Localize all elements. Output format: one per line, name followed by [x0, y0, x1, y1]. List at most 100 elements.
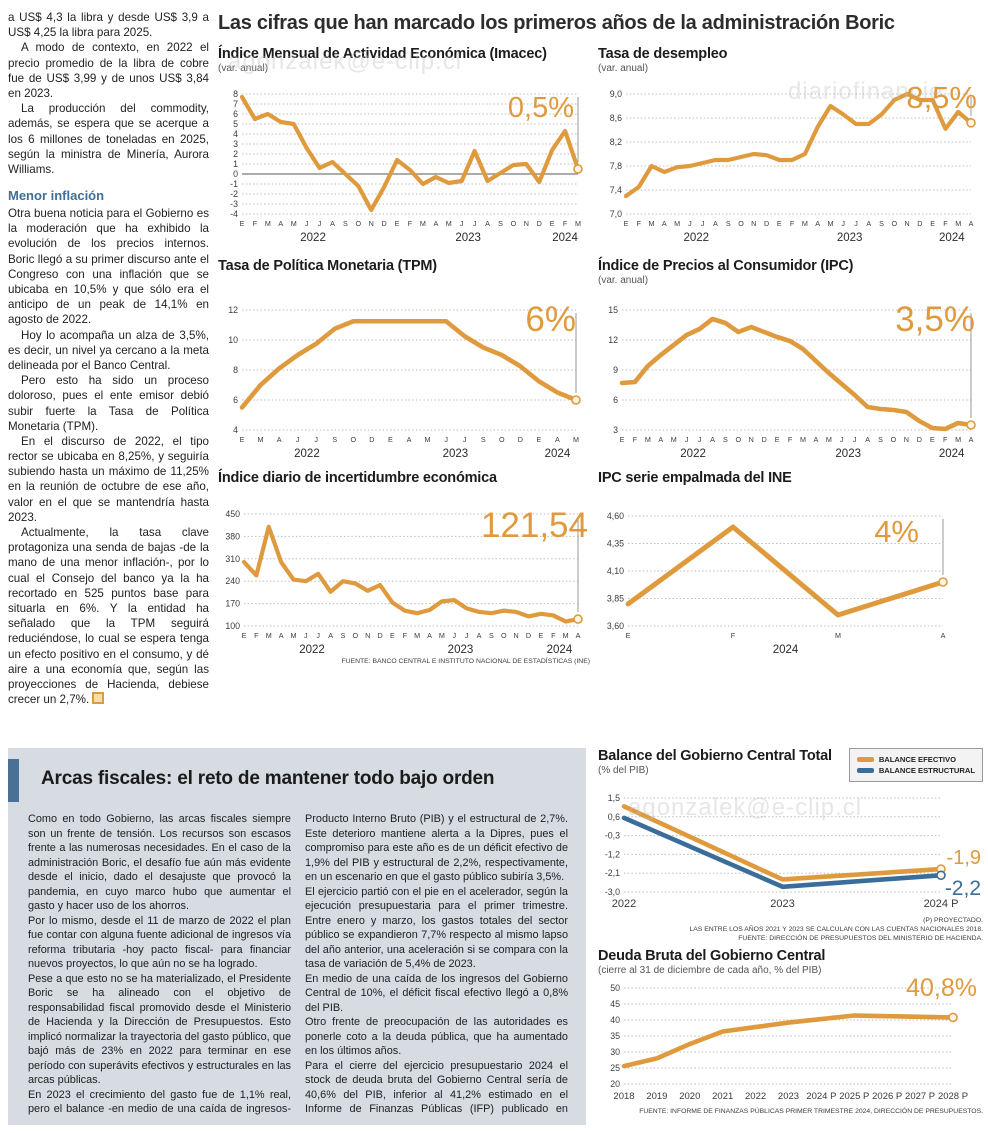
svg-text:9: 9: [613, 365, 618, 375]
svg-text:6: 6: [233, 109, 238, 119]
svg-text:2024: 2024: [552, 232, 578, 244]
chart-title: IPC serie empalmada del INE: [598, 470, 792, 486]
svg-text:D: D: [762, 435, 767, 444]
ipc-chart-cell: Índice de Precios al Consumidor (IPC) (v…: [598, 258, 983, 462]
svg-text:F: F: [788, 435, 793, 444]
svg-text:3,85: 3,85: [607, 594, 624, 604]
tpm-line-chart: 12 10 8 6 4 E M A J J S O D E A M J J S O D E A M 2022 2023 2024: [218, 302, 590, 460]
svg-text:A: A: [941, 631, 946, 640]
svg-text:J: J: [840, 435, 844, 444]
svg-text:2023: 2023: [837, 232, 863, 244]
svg-text:M: M: [425, 435, 431, 444]
svg-text:40: 40: [610, 1015, 620, 1025]
svg-text:8,2: 8,2: [610, 137, 622, 147]
incertidumbre-chart-cell: Índice diario de incertidumbre económica…: [218, 470, 590, 670]
svg-text:J: J: [854, 219, 858, 228]
svg-text:A: A: [277, 435, 282, 444]
svg-text:F: F: [633, 435, 638, 444]
svg-text:8: 8: [233, 365, 238, 375]
chart-subtitle: (cierre al 31 de diciembre de cada año, …: [598, 965, 822, 976]
article-subhead: Menor inflación: [8, 188, 105, 204]
svg-text:A: A: [477, 631, 482, 640]
svg-text:20: 20: [610, 1079, 620, 1089]
svg-text:S: S: [341, 631, 346, 640]
svg-text:-4: -4: [230, 209, 238, 219]
svg-text:S: S: [343, 219, 348, 228]
svg-text:M: M: [439, 631, 445, 640]
svg-text:-3,0: -3,0: [605, 887, 620, 897]
svg-text:25: 25: [610, 1063, 620, 1073]
svg-text:-2,1: -2,1: [605, 868, 620, 878]
svg-text:F: F: [253, 219, 258, 228]
svg-text:S: S: [489, 631, 494, 640]
svg-text:S: S: [481, 435, 486, 444]
article-paragraph: En el discurso de 2022, el tipo rector s…: [8, 434, 209, 524]
svg-text:A: A: [866, 219, 871, 228]
svg-text:M: M: [955, 219, 961, 228]
svg-text:A: A: [658, 435, 663, 444]
svg-text:D: D: [369, 435, 374, 444]
svg-text:M: M: [258, 435, 264, 444]
svg-text:O: O: [356, 219, 362, 228]
fiscal-paragraph: Producto Interno Bruto (PIB) y el estruc…: [305, 813, 568, 883]
svg-text:2023: 2023: [443, 448, 469, 460]
ipc-empalmada-line-chart: 4,60 4,35 4,10 3,85 3,60 E F M A 2024: [598, 508, 983, 656]
svg-text:2022: 2022: [612, 898, 636, 910]
svg-text:J: J: [698, 435, 702, 444]
article-paragraph: Pero esto ha sido un proceso doloroso, p…: [8, 374, 209, 433]
svg-text:M: M: [290, 631, 296, 640]
fiscal-paragraph: El ejercicio partió con el pie en el ace…: [305, 885, 568, 971]
svg-text:M: M: [573, 435, 579, 444]
chart-subtitle: (var. anual): [598, 63, 649, 74]
svg-text:-2: -2: [230, 189, 238, 199]
svg-text:45: 45: [610, 999, 620, 1009]
chart-note: (P) PROYECTADO.: [923, 917, 983, 924]
svg-text:F: F: [637, 219, 642, 228]
svg-text:2028 P: 2028 P: [938, 1091, 968, 1102]
fiscal-paragraph: Para el cierre del ejercicio presupuesta…: [305, 1059, 568, 1119]
svg-text:E: E: [240, 219, 245, 228]
svg-text:E: E: [930, 435, 935, 444]
chart-title: Índice Mensual de Actividad Económica (I…: [218, 46, 547, 62]
svg-text:O: O: [351, 435, 357, 444]
chart-note: LAS ENTRE LOS AÑOS 2021 Y 2023 SE CALCUL…: [689, 926, 983, 934]
svg-text:D: D: [764, 219, 769, 228]
svg-text:S: S: [332, 435, 337, 444]
svg-text:J: J: [452, 631, 456, 640]
svg-text:A: A: [576, 631, 581, 640]
svg-text:N: N: [514, 631, 519, 640]
svg-text:0,6: 0,6: [608, 812, 620, 822]
svg-text:M: M: [955, 435, 961, 444]
svg-text:O: O: [353, 631, 359, 640]
article-paragraph-text: Actualmente, la tasa clave protagoniza u…: [8, 526, 209, 707]
source-note: FUENTE: BANCO CENTRAL E INSTITUTO NACION…: [341, 658, 591, 665]
svg-text:O: O: [499, 435, 505, 444]
svg-text:30: 30: [610, 1047, 620, 1057]
svg-text:7,0: 7,0: [610, 209, 622, 219]
svg-text:J: J: [701, 219, 705, 228]
svg-text:S: S: [498, 219, 503, 228]
svg-text:2022: 2022: [294, 448, 320, 460]
svg-text:E: E: [242, 631, 247, 640]
chart-value-label: 3,5%: [895, 300, 975, 339]
legend-label: BALANCE EFECTIVO: [878, 755, 957, 764]
svg-text:E: E: [624, 219, 629, 228]
desempleo-line-chart: 9,0 8,6 8,2 7,8 7,4 7,0 E F M A M J J A S O N D E F M A M J J A S O…: [598, 88, 983, 244]
svg-text:4: 4: [233, 425, 238, 435]
chart-title: Índice diario de incertidumbre económica: [218, 470, 497, 486]
svg-text:2022: 2022: [745, 1091, 766, 1102]
svg-text:M: M: [420, 219, 426, 228]
article-paragraph: Hoy lo acompaña un alza de 3,5%, es deci…: [8, 328, 209, 372]
svg-text:J: J: [296, 435, 300, 444]
fiscal-section-panel: Arcas fiscales: el reto de mantener todo…: [8, 748, 586, 1125]
svg-text:J: J: [685, 435, 689, 444]
svg-text:2024 P: 2024 P: [924, 898, 959, 910]
svg-text:S: S: [723, 435, 728, 444]
svg-text:O: O: [501, 631, 507, 640]
svg-text:E: E: [626, 631, 631, 640]
chart-subtitle: (% del PIB): [598, 765, 649, 776]
chart-title: Balance del Gobierno Central Total: [598, 748, 832, 764]
page-title: Las cifras que han marcado los primeros …: [218, 12, 895, 34]
balance-line-chart: 1,5 0,6 -0,3 -1,2 -2,1 -3,0 2022 2023 2024 P: [598, 792, 983, 914]
article-paragraph: Actualmente, la tasa clave protagoniza u…: [8, 525, 209, 707]
